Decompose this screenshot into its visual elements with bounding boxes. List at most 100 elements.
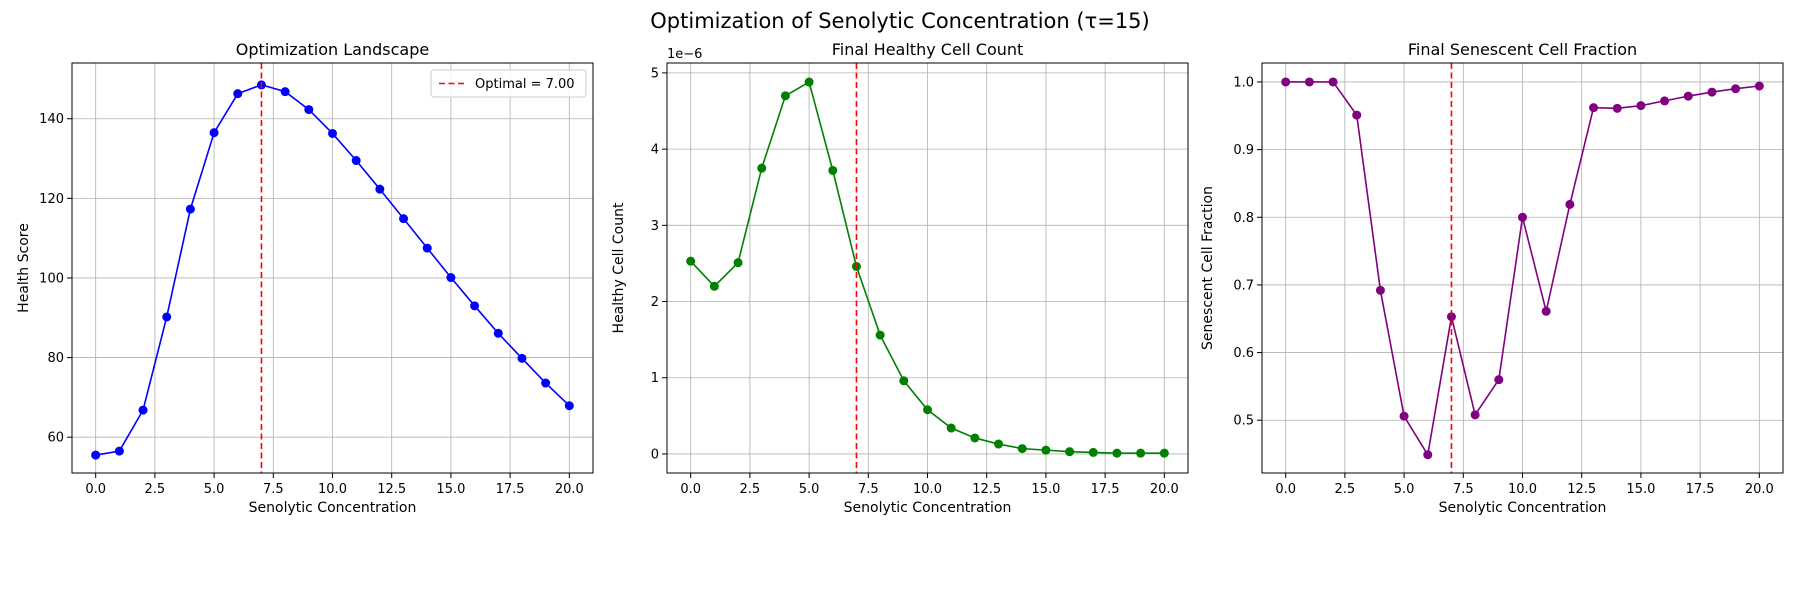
- x-tick-label: 12.5: [1567, 482, 1596, 497]
- x-tick-label: 17.5: [496, 482, 525, 497]
- data-point: [875, 330, 885, 340]
- data-point: [1328, 77, 1338, 87]
- x-tick-label: 15.0: [1626, 482, 1655, 497]
- data-point: [923, 405, 932, 415]
- x-tick-label: 5.0: [799, 482, 820, 497]
- y-tick-label: 1: [651, 371, 659, 386]
- x-tick-label: 2.5: [740, 482, 761, 497]
- y-tick-label: 3: [651, 219, 659, 234]
- data-point: [709, 281, 719, 291]
- data-point: [780, 91, 790, 101]
- data-point: [757, 163, 767, 173]
- x-tick-label: 0.0: [1275, 482, 1296, 497]
- data-point: [1683, 91, 1693, 101]
- data-point: [1423, 450, 1433, 460]
- data-point: [1660, 96, 1670, 106]
- x-tick-label: 20.0: [1745, 482, 1774, 497]
- x-tick-label: 10.0: [1508, 482, 1537, 497]
- y-tick-label: 0.7: [1233, 278, 1254, 293]
- x-tick-label: 0.0: [680, 482, 701, 497]
- y-tick-label: 1.0: [1233, 75, 1254, 90]
- data-point: [1088, 447, 1098, 457]
- data-point: [1565, 199, 1575, 209]
- x-axis-label: Senolytic Concentration: [249, 500, 417, 516]
- data-point: [1494, 375, 1504, 385]
- data-point: [1731, 84, 1741, 94]
- data-point: [1136, 448, 1146, 458]
- x-tick-label: 17.5: [1686, 482, 1715, 497]
- data-point: [517, 353, 527, 363]
- data-point: [686, 256, 696, 266]
- subplot-title: Final Healthy Cell Count: [832, 40, 1024, 59]
- figure-title: Optimization of Senolytic Concentration …: [650, 9, 1149, 33]
- x-tick-label: 5.0: [1394, 482, 1415, 497]
- data-point: [1281, 77, 1291, 87]
- data-point: [1754, 81, 1764, 91]
- data-point: [1446, 312, 1456, 322]
- data-point: [804, 77, 814, 87]
- data-point: [470, 301, 480, 311]
- subplot-2: 0.0 2.5 5.0 7.5 10.0 12.5 15.0 17.5 20.0 0 1 2 3 4 5 Fi…: [611, 40, 1189, 516]
- y-tick-label: 100: [39, 271, 64, 286]
- data-point: [185, 204, 195, 214]
- x-tick-label: 20.0: [555, 482, 584, 497]
- data-point: [541, 378, 551, 388]
- x-tick-label: 10.0: [318, 482, 347, 497]
- x-tick-label: 7.5: [263, 482, 284, 497]
- y-axis-label: Senescent Cell Fraction: [1200, 186, 1216, 350]
- data-point: [1612, 103, 1622, 113]
- data-point: [138, 405, 148, 415]
- legend-box: [430, 69, 587, 98]
- x-tick-label: 15.0: [1031, 482, 1060, 497]
- data-point: [351, 156, 361, 166]
- data-point: [422, 243, 432, 253]
- x-tick-label: 15.0: [436, 482, 465, 497]
- data-point: [1375, 285, 1385, 295]
- data-point: [899, 376, 909, 386]
- data-point: [1159, 448, 1169, 458]
- data-point: [1541, 306, 1551, 316]
- subplot-title: Final Senescent Cell Fraction: [1408, 40, 1637, 59]
- y-tick-label: 80: [47, 351, 64, 366]
- data-point: [1470, 410, 1480, 420]
- y-axis-label: Health Score: [16, 223, 32, 313]
- axes-frame: [1261, 62, 1784, 474]
- data-point: [1589, 103, 1599, 113]
- subplot-title: Optimization Landscape: [236, 40, 429, 59]
- x-tick-label: 5.0: [204, 482, 225, 497]
- y-tick-label: 120: [39, 192, 64, 207]
- data-point: [399, 214, 409, 224]
- data-point: [1707, 87, 1717, 97]
- y-tick-label: 0.5: [1233, 414, 1254, 429]
- y-tick-label: 2: [651, 295, 659, 310]
- data-point: [91, 450, 101, 460]
- data-point: [304, 105, 314, 115]
- y-tick-label: 0: [651, 447, 659, 462]
- data-point: [328, 128, 337, 138]
- y-tick-label: 4: [651, 143, 659, 158]
- x-tick-label: 17.5: [1091, 482, 1120, 497]
- data-point: [280, 87, 290, 97]
- data-point: [1017, 444, 1027, 454]
- data-point: [564, 401, 574, 411]
- y-tick-label: 0.6: [1233, 346, 1254, 361]
- data-point: [1518, 212, 1527, 222]
- y-tick-label: 0.8: [1233, 211, 1254, 226]
- data-point: [946, 423, 956, 433]
- data-point: [1636, 101, 1646, 111]
- y-exponent-label: 1e−6: [667, 47, 702, 62]
- data-point: [162, 312, 172, 322]
- data-point: [233, 89, 243, 99]
- data-point: [1041, 445, 1051, 455]
- y-tick-label: 140: [39, 112, 64, 127]
- x-tick-label: 0.0: [85, 482, 106, 497]
- data-point: [446, 273, 456, 283]
- subplot-3: 0.0 2.5 5.0 7.5 10.0 12.5 15.0 17.5 20.0 0.5 0.6 0.…: [1200, 40, 1784, 516]
- axes-frame: [666, 62, 1189, 474]
- x-axis-label: Senolytic Concentration: [844, 500, 1012, 516]
- data-point: [1304, 77, 1314, 87]
- axes-frame: [71, 62, 594, 474]
- x-tick-label: 2.5: [145, 482, 166, 497]
- x-axis-label: Senolytic Concentration: [1439, 500, 1607, 516]
